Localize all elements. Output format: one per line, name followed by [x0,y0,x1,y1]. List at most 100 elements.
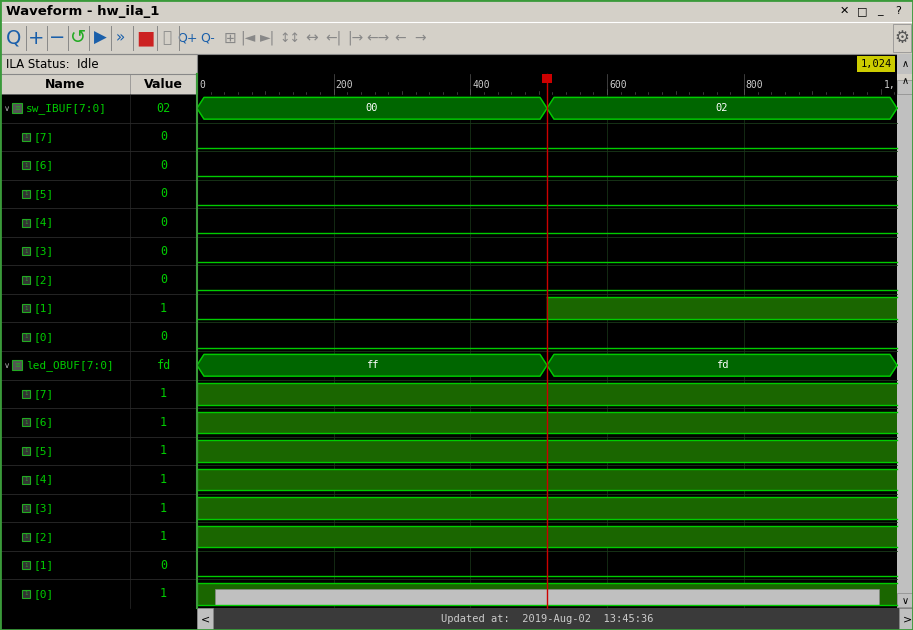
Polygon shape [197,355,547,376]
Bar [542,74,552,83]
Bar [0,94,197,608]
Text: Waveform - hw_ila_1: Waveform - hw_ila_1 [6,4,160,18]
Text: Name: Name [45,77,85,91]
Text: |◄: |◄ [240,31,256,45]
Polygon shape [547,98,897,119]
Bar [22,418,30,427]
Text: 1: 1 [25,249,27,253]
Bar [197,411,897,433]
Bar [0,74,197,94]
Text: |→: |→ [347,31,363,45]
Text: 1: 1 [25,134,27,139]
Bar [22,333,30,341]
Bar [12,103,22,113]
Bar [197,583,897,605]
Text: ∧: ∧ [901,59,908,69]
Text: ↺: ↺ [69,28,86,47]
Text: ∨: ∨ [4,361,10,370]
Text: 0: 0 [160,273,167,286]
Text: led_OBUF[7:0]: led_OBUF[7:0] [26,360,114,370]
Text: 1: 1 [25,449,27,454]
Bar [0,54,197,74]
Text: ∧: ∧ [901,76,908,86]
Bar [12,360,22,370]
Text: 0: 0 [160,159,167,172]
Bar [197,469,897,490]
Bar [22,275,30,284]
Text: _: _ [877,6,883,16]
Text: [2]: [2] [34,532,54,542]
Bar [893,24,911,52]
Text: 1: 1 [25,335,27,339]
Text: [6]: [6] [34,161,54,170]
Text: 1: 1 [160,302,167,314]
Text: [7]: [7] [34,389,54,399]
Text: 1: 1 [160,473,167,486]
Bar [22,504,30,512]
Text: −: − [48,28,65,47]
Bar [22,390,30,398]
Text: [7]: [7] [34,132,54,142]
Bar [197,526,897,547]
Text: 200: 200 [336,80,353,90]
Polygon shape [197,98,547,119]
Text: 600: 600 [609,80,627,90]
Text: □: □ [856,6,867,16]
Text: 0: 0 [160,559,167,571]
Text: 1: 1 [25,477,27,482]
Text: ←|: ←| [325,31,341,45]
Text: ff: ff [366,360,378,370]
Bar [547,297,897,319]
Text: [5]: [5] [34,189,54,199]
Text: 1: 1 [160,501,167,515]
Text: [3]: [3] [34,503,54,513]
Text: [6]: [6] [34,418,54,427]
Bar [197,440,897,462]
Bar [897,593,913,607]
Bar [197,608,213,630]
Text: Updated at:  2019-Aug-02  13:45:36: Updated at: 2019-Aug-02 13:45:36 [441,614,653,624]
Text: Q: Q [6,28,22,47]
Text: ⬜: ⬜ [163,30,172,45]
Text: ∨: ∨ [4,104,10,113]
Text: ⊞: ⊞ [224,30,236,45]
Text: [3]: [3] [34,246,54,256]
Bar [857,56,895,72]
Text: 02: 02 [156,102,171,115]
Text: fd: fd [716,360,729,370]
Bar [22,219,30,227]
Bar [22,161,30,169]
Text: 1: 1 [25,420,27,425]
Bar [197,54,913,74]
Bar [0,0,913,22]
Bar [22,247,30,255]
Bar [0,608,913,630]
Text: 1: 1 [25,277,27,282]
Bar [897,54,913,74]
Text: >: > [902,614,911,624]
Text: ∨: ∨ [901,596,908,606]
Text: [2]: [2] [34,275,54,285]
Text: [4]: [4] [34,474,54,484]
Text: 1: 1 [160,387,167,400]
Bar [197,608,913,630]
Text: sw_IBUF[7:0]: sw_IBUF[7:0] [26,103,107,114]
Bar [897,80,913,94]
Bar [22,447,30,455]
Text: 1: 1 [25,192,27,197]
Text: 1: 1 [25,505,27,510]
Text: [1]: [1] [34,303,54,313]
Text: [5]: [5] [34,446,54,456]
Bar [899,608,913,630]
Text: 400: 400 [472,80,490,90]
Text: 1,024: 1,024 [860,59,892,69]
Text: 00: 00 [366,103,378,113]
Text: ↔: ↔ [306,30,319,45]
Text: 0: 0 [160,216,167,229]
Text: ILA Status:  Idle: ILA Status: Idle [6,57,99,71]
Text: Value: Value [144,77,183,91]
Text: <: < [200,614,210,624]
Bar [22,304,30,312]
Text: 1: 1 [160,416,167,429]
Text: ←: ← [394,31,405,45]
